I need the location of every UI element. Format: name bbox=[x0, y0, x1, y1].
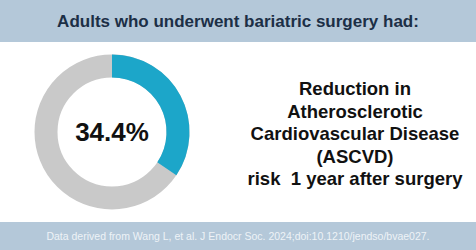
title: Adults who underwent bariatric surgery h… bbox=[57, 12, 419, 31]
annotation: Atherosclerotic bbox=[287, 101, 423, 122]
footer-band bbox=[0, 222, 476, 250]
annotation: Reduction in bbox=[299, 78, 411, 99]
header-band bbox=[0, 0, 476, 42]
source: Data derived from Wang L, et al. J Endoc… bbox=[46, 230, 429, 242]
data-label: 34.4% bbox=[75, 117, 149, 147]
background bbox=[0, 0, 476, 250]
annotation: Cardiovascular Disease bbox=[251, 123, 460, 144]
annotation: (ASCVD) bbox=[316, 146, 393, 167]
donut-track bbox=[46, 66, 178, 198]
infographic: Adults who underwent bariatric surgery h… bbox=[0, 0, 476, 250]
annotation: risk 1 year after surgery bbox=[248, 168, 464, 189]
